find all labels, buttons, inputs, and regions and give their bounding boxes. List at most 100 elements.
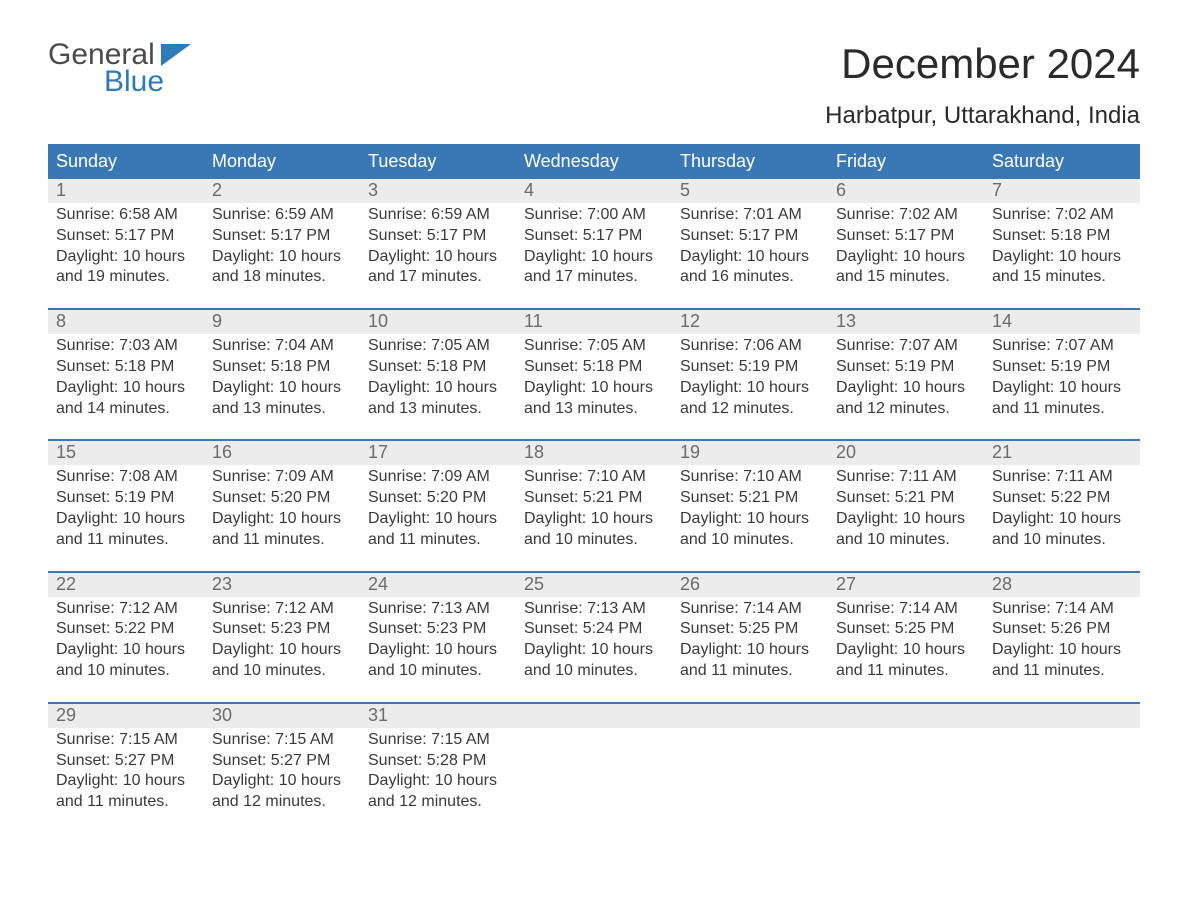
day-ss: Sunset: 5:19 PM bbox=[836, 357, 976, 378]
dow-saturday: Saturday bbox=[984, 144, 1140, 179]
day-sr: Sunrise: 7:13 AM bbox=[368, 599, 508, 620]
day-detail: Sunrise: 7:09 AMSunset: 5:20 PMDaylight:… bbox=[360, 465, 516, 558]
day-dl2: and 12 minutes. bbox=[680, 399, 820, 420]
day-number: 13 bbox=[828, 310, 984, 334]
day-number: 15 bbox=[48, 441, 204, 465]
day-detail-row: Sunrise: 7:15 AMSunset: 5:27 PMDaylight:… bbox=[48, 728, 1140, 821]
day-dl1: Daylight: 10 hours bbox=[836, 640, 976, 661]
day-number: 6 bbox=[828, 179, 984, 203]
day-ss: Sunset: 5:18 PM bbox=[212, 357, 352, 378]
day-dl2: and 17 minutes. bbox=[524, 267, 664, 288]
day-dl1: Daylight: 10 hours bbox=[368, 771, 508, 792]
day-detail-row: Sunrise: 6:58 AMSunset: 5:17 PMDaylight:… bbox=[48, 203, 1140, 296]
day-detail: Sunrise: 7:02 AMSunset: 5:18 PMDaylight:… bbox=[984, 203, 1140, 296]
day-ss: Sunset: 5:21 PM bbox=[524, 488, 664, 509]
day-dl2: and 13 minutes. bbox=[524, 399, 664, 420]
day-detail: Sunrise: 7:11 AMSunset: 5:22 PMDaylight:… bbox=[984, 465, 1140, 558]
day-dl1: Daylight: 10 hours bbox=[56, 771, 196, 792]
day-sr: Sunrise: 7:02 AM bbox=[836, 205, 976, 226]
day-dl2: and 15 minutes. bbox=[992, 267, 1132, 288]
day-number: 24 bbox=[360, 573, 516, 597]
day-number: 14 bbox=[984, 310, 1140, 334]
day-detail: Sunrise: 7:05 AMSunset: 5:18 PMDaylight:… bbox=[516, 334, 672, 427]
day-dl2: and 10 minutes. bbox=[524, 661, 664, 682]
day-detail: Sunrise: 7:10 AMSunset: 5:21 PMDaylight:… bbox=[672, 465, 828, 558]
day-detail: Sunrise: 7:07 AMSunset: 5:19 PMDaylight:… bbox=[828, 334, 984, 427]
day-dl2: and 10 minutes. bbox=[992, 530, 1132, 551]
day-number: 1 bbox=[48, 179, 204, 203]
day-ss: Sunset: 5:26 PM bbox=[992, 619, 1132, 640]
day-number: 23 bbox=[204, 573, 360, 597]
day-dl2: and 11 minutes. bbox=[56, 792, 196, 813]
day-ss: Sunset: 5:18 PM bbox=[992, 226, 1132, 247]
day-sr: Sunrise: 7:11 AM bbox=[836, 467, 976, 488]
day-number-row: 1234567 bbox=[48, 179, 1140, 203]
day-number: 5 bbox=[672, 179, 828, 203]
day-number-row: 293031 bbox=[48, 702, 1140, 728]
day-dl2: and 10 minutes. bbox=[680, 530, 820, 551]
day-number: 17 bbox=[360, 441, 516, 465]
day-number: 19 bbox=[672, 441, 828, 465]
day-dl1: Daylight: 10 hours bbox=[56, 247, 196, 268]
day-of-week-header: Sunday Monday Tuesday Wednesday Thursday… bbox=[48, 144, 1140, 179]
day-sr: Sunrise: 7:11 AM bbox=[992, 467, 1132, 488]
day-dl2: and 10 minutes. bbox=[836, 530, 976, 551]
day-detail-row: Sunrise: 7:12 AMSunset: 5:22 PM Daylight:… bbox=[48, 597, 1140, 690]
dow-thursday: Thursday bbox=[672, 144, 828, 179]
day-dl2: and 16 minutes. bbox=[680, 267, 820, 288]
day-dl2: and 11 minutes. bbox=[836, 661, 976, 682]
day-ss: Sunset: 5:20 PM bbox=[212, 488, 352, 509]
day-dl2: and 11 minutes. bbox=[56, 530, 196, 551]
day-dl1: Daylight: 10 hours bbox=[680, 640, 820, 661]
logo-triangle-icon bbox=[161, 44, 191, 71]
day-ss: Sunset: 5:19 PM bbox=[680, 357, 820, 378]
day-dl1: Daylight: 10 hours bbox=[56, 378, 196, 399]
day-number bbox=[828, 704, 984, 728]
day-dl2: and 11 minutes. bbox=[368, 530, 508, 551]
location-text: Harbatpur, Uttarakhand, India bbox=[825, 102, 1140, 130]
dow-tuesday: Tuesday bbox=[360, 144, 516, 179]
day-dl2: and 15 minutes. bbox=[836, 267, 976, 288]
week-block: 891011121314Sunrise: 7:03 AMSunset: 5:18… bbox=[48, 308, 1140, 427]
day-ss: Sunset: 5:22 PM bbox=[992, 488, 1132, 509]
day-number: 9 bbox=[204, 310, 360, 334]
calendar: Sunday Monday Tuesday Wednesday Thursday… bbox=[48, 144, 1140, 821]
day-dl2: and 14 minutes. bbox=[56, 399, 196, 420]
day-detail: Sunrise: 7:10 AMSunset: 5:21 PMDaylight:… bbox=[516, 465, 672, 558]
day-detail: Sunrise: 7:15 AMSunset: 5:27 PMDaylight:… bbox=[48, 728, 204, 821]
day-dl1: Daylight: 10 hours bbox=[212, 509, 352, 530]
day-sr: Sunrise: 7:09 AM bbox=[212, 467, 352, 488]
logo: General Blue bbox=[48, 40, 191, 97]
day-number bbox=[984, 704, 1140, 728]
day-sr: Sunrise: 7:09 AM bbox=[368, 467, 508, 488]
day-dl2: and 13 minutes. bbox=[368, 399, 508, 420]
day-number bbox=[672, 704, 828, 728]
day-sr: Sunrise: 7:00 AM bbox=[524, 205, 664, 226]
day-detail: Sunrise: 7:00 AMSunset: 5:17 PMDaylight:… bbox=[516, 203, 672, 296]
day-dl1: Daylight: 10 hours bbox=[992, 247, 1132, 268]
day-dl1: Daylight: 10 hours bbox=[212, 247, 352, 268]
day-sr: Sunrise: 7:07 AM bbox=[992, 336, 1132, 357]
day-dl1: Daylight: 10 hours bbox=[836, 378, 976, 399]
day-ss: Sunset: 5:17 PM bbox=[56, 226, 196, 247]
day-sr: Sunrise: 7:12 AM bbox=[56, 599, 196, 620]
day-ss: Sunset: 5:17 PM bbox=[524, 226, 664, 247]
dow-sunday: Sunday bbox=[48, 144, 204, 179]
day-ss: Sunset: 5:17 PM bbox=[680, 226, 820, 247]
day-number: 30 bbox=[204, 704, 360, 728]
day-ss: Sunset: 5:28 PM bbox=[368, 751, 508, 772]
day-ss: Sunset: 5:18 PM bbox=[56, 357, 196, 378]
day-number: 2 bbox=[204, 179, 360, 203]
day-detail: Sunrise: 7:15 AMSunset: 5:28 PMDaylight:… bbox=[360, 728, 516, 821]
day-ss: Sunset: 5:22 PM bbox=[56, 619, 196, 640]
day-dl2: and 10 minutes. bbox=[56, 661, 196, 682]
day-sr: Sunrise: 7:05 AM bbox=[368, 336, 508, 357]
day-dl1: Daylight: 10 hours bbox=[836, 247, 976, 268]
day-dl1: Daylight: 10 hours bbox=[368, 378, 508, 399]
day-number: 29 bbox=[48, 704, 204, 728]
day-dl2: and 13 minutes. bbox=[212, 399, 352, 420]
day-dl1: Daylight: 10 hours bbox=[836, 509, 976, 530]
day-ss: Sunset: 5:23 PM bbox=[212, 619, 352, 640]
day-number: 25 bbox=[516, 573, 672, 597]
day-dl1: Daylight: 10 hours bbox=[212, 771, 352, 792]
